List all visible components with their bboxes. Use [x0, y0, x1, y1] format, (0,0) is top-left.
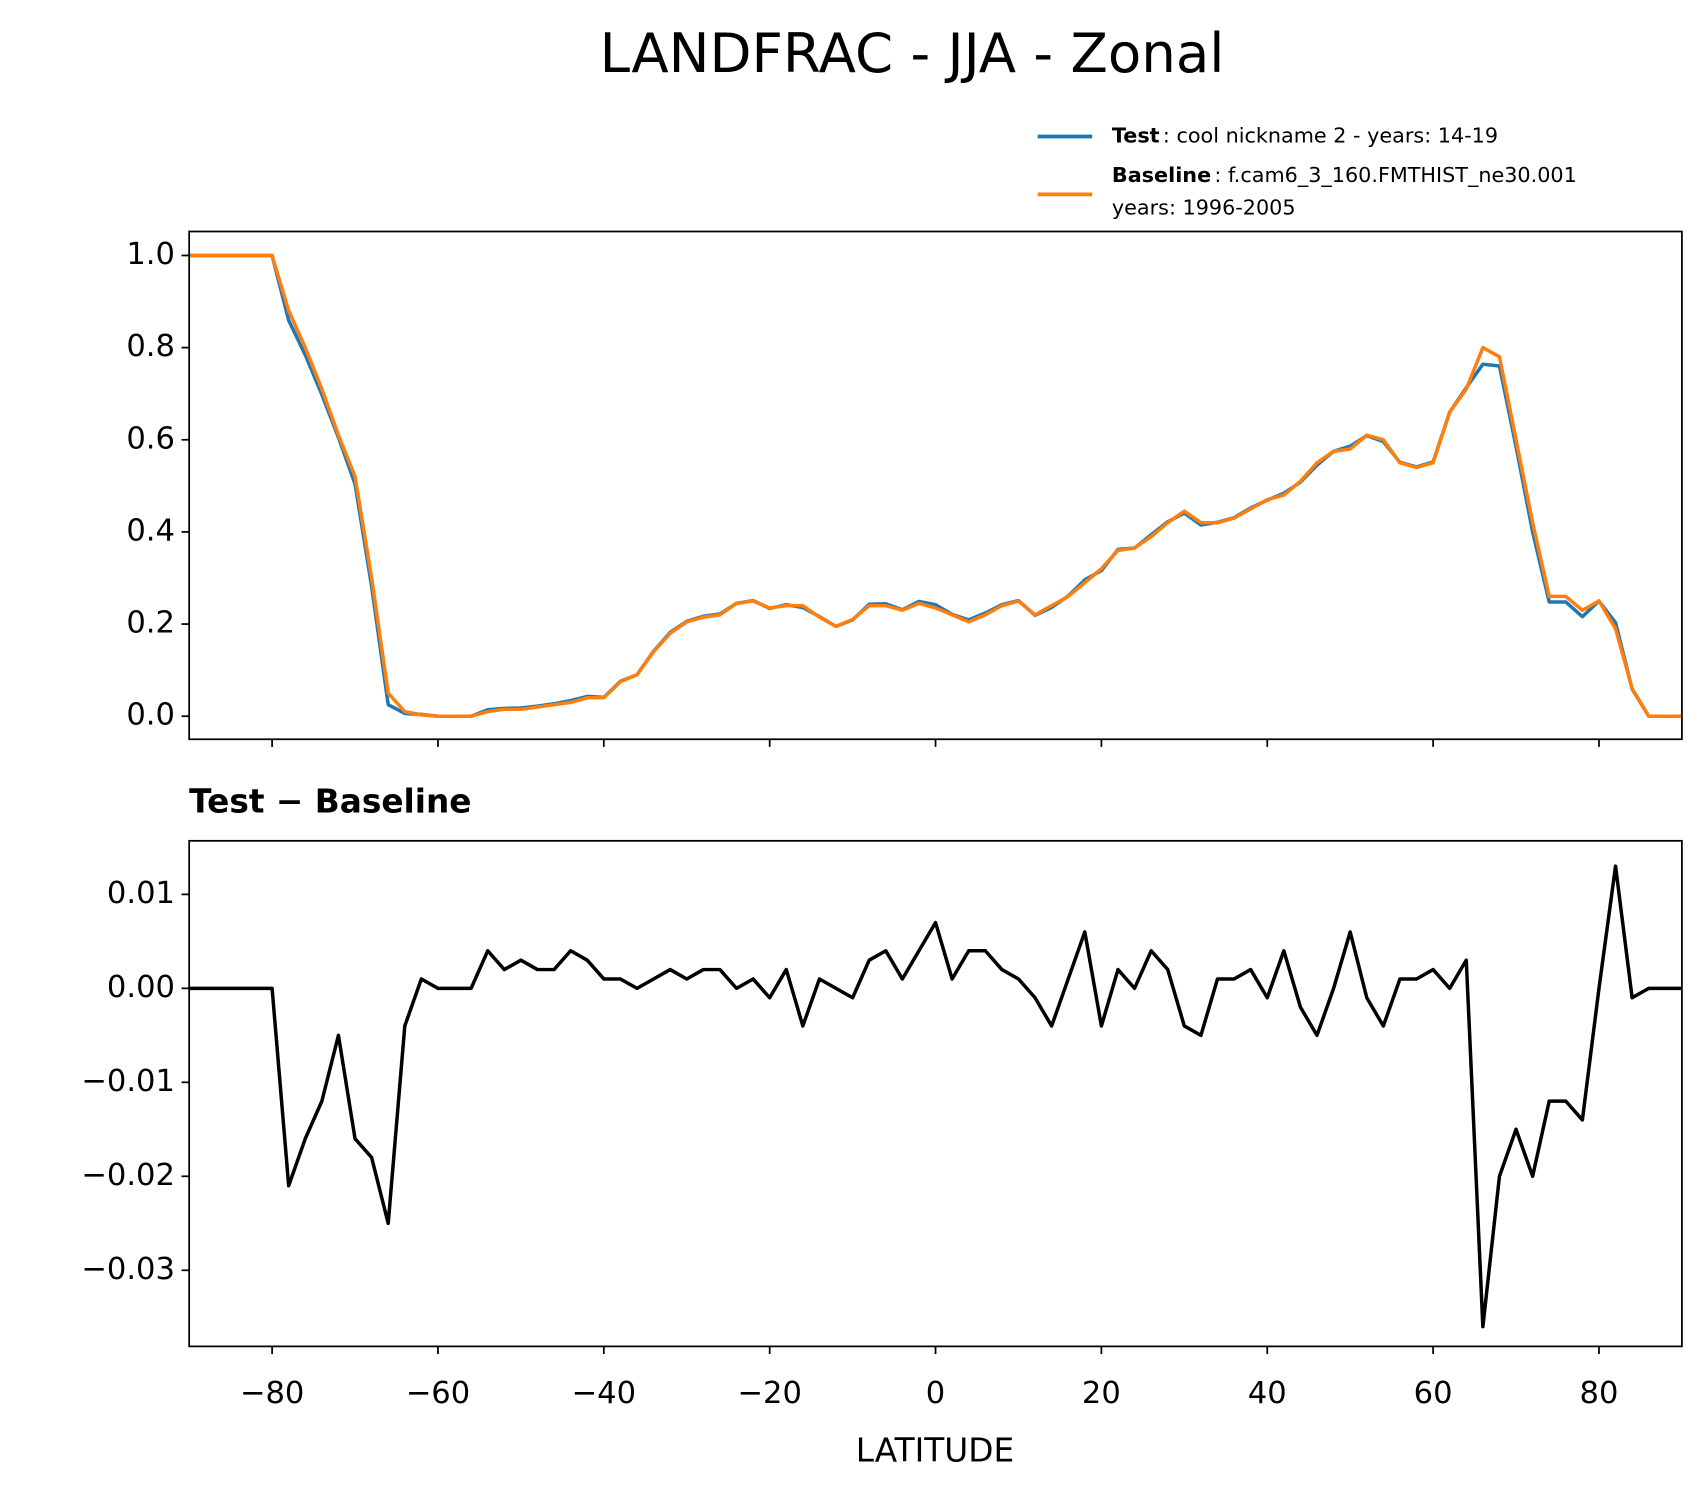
legend-name: Baseline: [1112, 163, 1211, 187]
x-tick-label: −40: [572, 1376, 636, 1411]
y-tick-label: 0.8: [126, 329, 175, 364]
data-line: [189, 864, 1682, 1329]
legend-name: Test: [1112, 123, 1160, 147]
figure-title: LANDFRAC - JJA - Zonal: [600, 21, 1225, 85]
x-tick-label: 60: [1414, 1376, 1453, 1411]
y-tick-label: 0.00: [107, 970, 175, 1005]
x-tick-label: 80: [1580, 1376, 1619, 1411]
x-tick-label: −60: [406, 1376, 471, 1411]
y-tick-label: 0.01: [107, 876, 175, 911]
y-tick-label: −0.01: [81, 1064, 175, 1099]
panel-title: Test − Baseline: [189, 783, 471, 821]
y-tick-label: 0.4: [126, 513, 175, 548]
x-tick-label: 40: [1248, 1376, 1287, 1411]
x-tick-label: 0: [926, 1376, 945, 1411]
legend-description: : cool nickname 2 - years: 14-19: [1163, 123, 1498, 147]
x-tick-label: 20: [1082, 1376, 1121, 1411]
y-tick-label: −0.03: [81, 1252, 175, 1287]
y-tick-label: 0.0: [126, 698, 175, 733]
legend-entry: Baseline: f.cam6_3_160.FMTHIST_ne30.001: [1112, 163, 1577, 188]
axes-frame: [188, 230, 1683, 741]
data-line: [189, 253, 1682, 718]
x-axis-label: LATITUDE: [856, 1431, 1014, 1469]
axes-frame: [188, 839, 1683, 1348]
legend-description: years: 1996-2005: [1112, 196, 1296, 220]
y-tick-label: 0.6: [126, 421, 175, 456]
y-tick-label: 0.2: [126, 606, 175, 641]
legend-entry: Test: cool nickname 2 - years: 14-19: [1112, 123, 1498, 147]
x-tick-label: −80: [240, 1376, 305, 1411]
legend-description: : f.cam6_3_160.FMTHIST_ne30.001: [1214, 163, 1576, 188]
y-tick-label: −0.02: [81, 1158, 175, 1193]
x-tick-label: −20: [737, 1376, 802, 1411]
y-tick-label: 1.0: [126, 237, 175, 272]
